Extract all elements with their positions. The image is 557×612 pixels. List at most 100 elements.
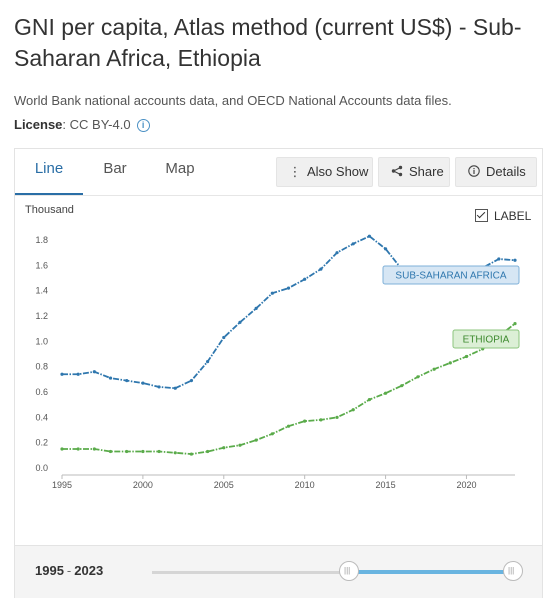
data-point: [76, 447, 80, 451]
data-point: [448, 361, 452, 365]
info-icon[interactable]: i: [136, 119, 150, 132]
x-tick-label: 2005: [214, 480, 234, 490]
data-point: [286, 286, 291, 290]
y-tick-label: 0.2: [35, 438, 48, 448]
data-point: [319, 267, 323, 271]
data-point: [173, 451, 177, 455]
y-tick-label: 1.0: [35, 336, 48, 346]
data-point: [189, 379, 194, 383]
data-point: [254, 438, 258, 442]
data-point: [383, 247, 388, 251]
data-point: [286, 424, 291, 428]
data-point: [92, 370, 96, 374]
data-point: [335, 415, 339, 419]
data-point: [157, 385, 161, 389]
x-tick-label: 2010: [295, 480, 315, 490]
data-point: [303, 277, 307, 281]
share-icon: [389, 158, 405, 186]
y-unit-label: Thousand: [25, 204, 74, 216]
y-tick-label: 1.6: [35, 260, 48, 270]
data-point: [238, 320, 242, 324]
range-footer: 1995-2023: [15, 545, 542, 598]
data-point: [270, 432, 274, 436]
y-tick-label: 0.8: [35, 362, 48, 372]
data-point: [497, 257, 501, 261]
data-point: [464, 354, 469, 359]
info-circle-icon: [466, 158, 482, 186]
line-chart: 0.0 0.2 0.4 0.6 0.8 1.0 1.2 1.4 1.6 1.8 1995 2000 20…: [35, 234, 520, 490]
y-tick-label: 0.6: [35, 387, 48, 397]
details-button[interactable]: Details: [455, 157, 537, 187]
y-tick-label: 1.2: [35, 311, 48, 321]
slider-handle-start[interactable]: [339, 561, 359, 581]
data-point: [60, 447, 64, 451]
tab-line[interactable]: Line: [15, 149, 83, 195]
data-point: [222, 446, 226, 450]
tab-map[interactable]: Map: [165, 160, 195, 177]
data-point: [367, 398, 371, 402]
data-point: [383, 391, 388, 395]
range-start: 1995: [35, 563, 64, 578]
x-tick-label: 2020: [456, 480, 476, 490]
also-show-label: Also Show: [307, 164, 369, 179]
license-label: License: [14, 117, 63, 132]
data-point: [254, 306, 258, 310]
data-point: [351, 408, 355, 412]
license-value: : CC BY-4.0: [62, 117, 131, 132]
data-point: [206, 449, 210, 454]
chart-card: Line Bar Map ⋮ Also Show Share Details Th…: [14, 148, 543, 598]
data-point: [141, 381, 145, 385]
y-tick-label: 0.0: [35, 463, 48, 473]
series-label: SUB-SAHARAN AFRICA: [395, 271, 506, 282]
data-point: [400, 384, 404, 388]
data-point: [108, 449, 113, 454]
data-point: [125, 449, 129, 454]
x-tick-label: 1995: [52, 480, 72, 490]
data-point: [513, 258, 517, 262]
x-tick-label: 2000: [133, 480, 153, 490]
share-button[interactable]: Share: [378, 157, 450, 187]
label-toggle[interactable]: LABEL: [475, 209, 531, 223]
slider-track[interactable]: [152, 571, 515, 574]
data-point: [125, 379, 129, 383]
label-toggle-text: LABEL: [494, 209, 532, 223]
y-tick-label: 1.4: [35, 286, 48, 296]
also-show-button[interactable]: ⋮ Also Show: [276, 157, 373, 187]
data-point: [270, 291, 274, 295]
details-label: Details: [486, 164, 526, 179]
data-point: [367, 234, 371, 238]
data-point: [92, 447, 96, 451]
y-tick-label: 0.4: [35, 412, 48, 422]
share-label: Share: [409, 164, 444, 179]
series-label-box: [382, 265, 520, 285]
data-point: [76, 372, 80, 376]
slider-handle-end[interactable]: [503, 561, 523, 581]
data-point: [189, 452, 194, 456]
chart-tabs: Line Bar Map ⋮ Also Show Share Details: [15, 149, 542, 196]
data-point: [222, 335, 226, 340]
series-label: ETHIOPIA: [463, 335, 510, 346]
data-point: [335, 251, 339, 255]
data-point: [108, 376, 113, 380]
label-checkbox[interactable]: [475, 209, 488, 222]
y-tick-label: 1.8: [35, 235, 48, 245]
data-point: [238, 443, 242, 447]
data-point: [432, 367, 436, 371]
data-point: [513, 322, 517, 326]
page-title: GNI per capita, Atlas method (current US…: [14, 14, 522, 71]
data-point: [303, 419, 307, 423]
slider-selected-range: [350, 570, 515, 574]
license-line: License: CC BY-4.0 i: [14, 117, 150, 132]
data-point: [319, 418, 323, 422]
data-point: [60, 372, 64, 376]
more-vertical-icon: ⋮: [288, 164, 302, 179]
data-point: [206, 360, 210, 364]
data-point: [173, 386, 177, 390]
x-tick-label: 2015: [376, 480, 396, 490]
series-label-box: [452, 329, 520, 349]
source-note: World Bank national accounts data, and O…: [14, 93, 452, 108]
series-line-1: [62, 322, 516, 455]
tab-bar[interactable]: Bar: [103, 160, 127, 177]
range-end: 2023: [74, 563, 104, 578]
data-point: [416, 375, 420, 379]
